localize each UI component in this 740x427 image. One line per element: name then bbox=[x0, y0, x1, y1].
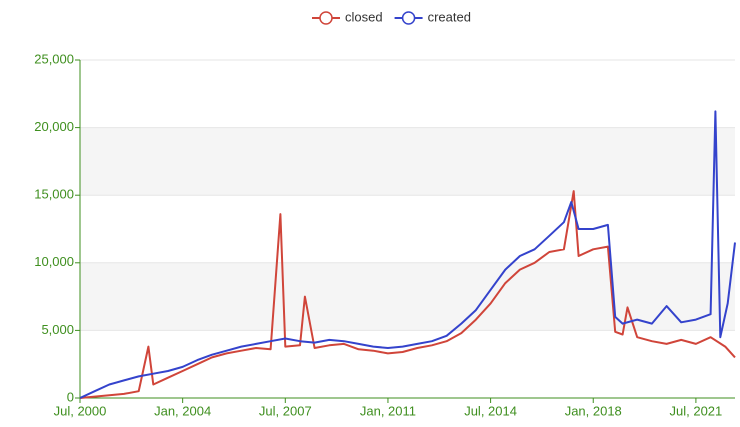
y-tick-label: 20,000 bbox=[34, 119, 74, 134]
y-tick-label: 10,000 bbox=[34, 254, 74, 269]
legend-item: closed bbox=[312, 9, 383, 25]
x-tick-label: Jul, 2007 bbox=[259, 403, 312, 418]
legend-marker bbox=[401, 11, 416, 25]
series-line bbox=[79, 190, 736, 399]
grid-band bbox=[80, 127, 735, 196]
legend-marker bbox=[319, 11, 333, 25]
legend-label: created bbox=[428, 9, 471, 24]
legend-item: created bbox=[394, 9, 471, 25]
y-tick-label: 0 bbox=[67, 389, 74, 404]
x-tick-label: Jul, 2014 bbox=[464, 403, 517, 418]
y-tick-label: 15,000 bbox=[34, 187, 74, 202]
y-tick-label: 5,000 bbox=[41, 322, 74, 337]
x-tick-label: Jan, 2004 bbox=[154, 403, 211, 418]
x-tick-label: Jul, 2021 bbox=[670, 403, 723, 418]
x-tick-label: Jan, 2018 bbox=[565, 403, 622, 418]
x-tick-label: Jul, 2000 bbox=[54, 403, 107, 418]
x-tick-label: Jan, 2011 bbox=[360, 403, 416, 418]
legend-label: closed bbox=[345, 9, 383, 24]
y-tick-label: 25,000 bbox=[34, 51, 74, 66]
series-line bbox=[79, 110, 736, 399]
